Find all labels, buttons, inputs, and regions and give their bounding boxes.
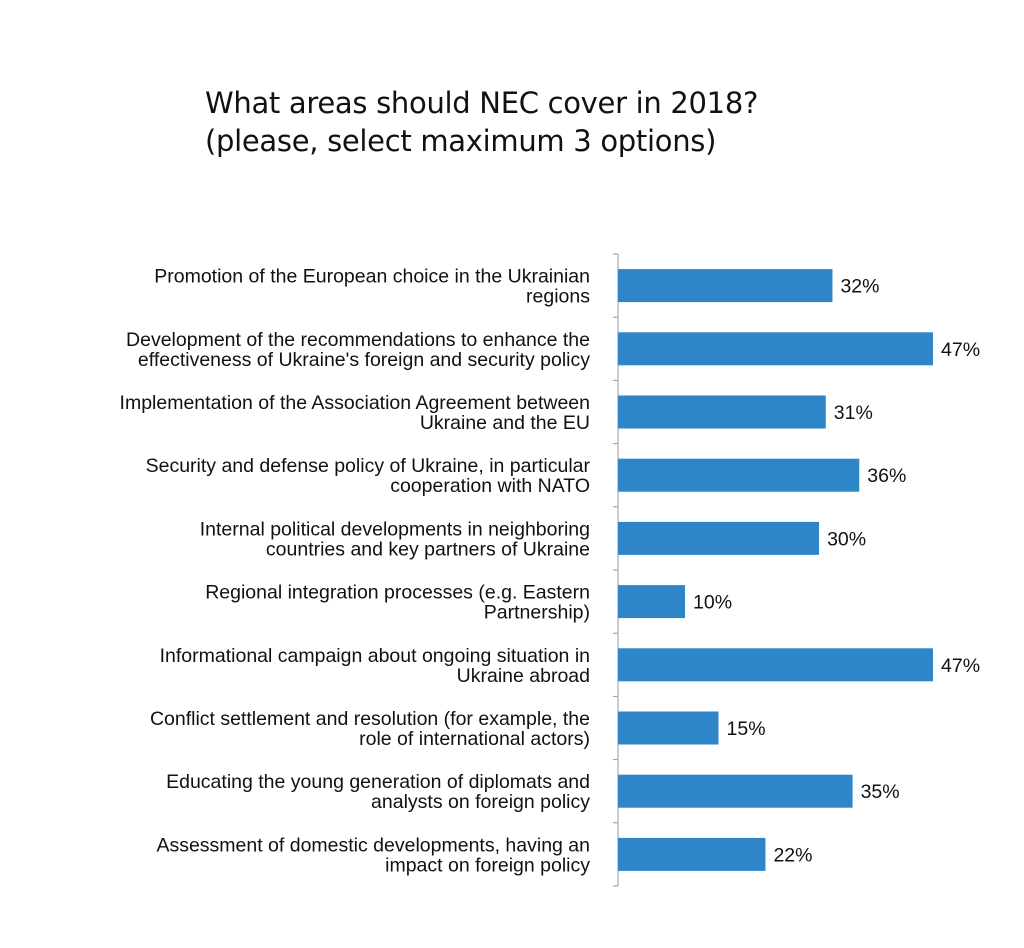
category-label: Development of the recommendations to en… [126,329,590,371]
value-label: 15% [727,718,766,740]
value-label: 47% [941,339,980,361]
bar [618,711,719,745]
category-label-line: Conflict settlement and resolution (for … [150,708,590,730]
bar [618,269,833,303]
category-labels-group: Promotion of the European choice in the … [120,266,591,877]
category-label-line: Regional integration processes (e.g. Eas… [205,582,590,604]
category-label-line: impact on foreign policy [385,854,590,876]
category-label-line: Promotion of the European choice in the … [154,266,590,288]
bar [618,521,820,555]
category-label: Implementation of the Association Agreem… [120,392,590,434]
bar [618,837,766,871]
category-label-line: Educating the young generation of diplom… [166,771,590,793]
value-label: 32% [840,276,879,298]
category-label-line: Internal political developments in neigh… [200,518,590,540]
category-label-line: role of international actors) [359,728,590,750]
category-label: Promotion of the European choice in the … [154,266,590,308]
category-label-line: Security and defense policy of Ukraine, … [146,455,591,477]
category-label-line: Development of the recommendations to en… [126,329,590,351]
category-label: Informational campaign about ongoing sit… [160,645,590,687]
bar [618,648,933,682]
category-label-line: cooperation with NATO [390,475,590,497]
value-label: 47% [941,655,980,677]
category-label: Conflict settlement and resolution (for … [150,708,590,750]
chart-subtitle: (please, select maximum 3 options) [205,124,717,158]
category-label-line: Ukraine and the EU [420,412,590,434]
category-label-line: Ukraine abroad [457,665,590,687]
category-label: Security and defense policy of Ukraine, … [146,455,591,497]
bar [618,332,933,366]
value-label: 36% [867,465,906,487]
category-label: Assessment of domestic developments, hav… [156,834,590,876]
bar [618,774,853,808]
category-label-line: Partnership) [484,602,590,624]
bar [618,395,826,429]
bar [618,585,686,619]
category-label-line: Informational campaign about ongoing sit… [160,645,590,667]
category-label-line: effectiveness of Ukraine's foreign and s… [138,349,590,371]
category-label-line: regions [526,286,590,308]
value-label: 10% [693,592,732,614]
bar [618,458,860,492]
value-label: 31% [834,402,873,424]
category-label-line: Assessment of domestic developments, hav… [156,834,590,856]
value-labels-group: 32% 47% 31% 36% 30% 10% 47% 15% 35% 22% [693,276,980,867]
value-label: 22% [773,844,812,866]
chart-title-block: What areas should NEC cover in 2018? (pl… [205,84,965,160]
category-label-line: countries and key partners of Ukraine [266,538,590,560]
category-label: Educating the young generation of diplom… [166,771,590,813]
axis-group [613,253,619,887]
category-label: Internal political developments in neigh… [200,518,590,560]
category-label-line: Implementation of the Association Agreem… [120,392,590,414]
value-label: 30% [827,528,866,550]
category-label: Regional integration processes (e.g. Eas… [205,582,590,624]
category-label-line: analysts on foreign policy [371,791,590,813]
bars-group [618,269,933,871]
value-label: 35% [861,781,900,803]
chart-title: What areas should NEC cover in 2018? [205,86,759,120]
